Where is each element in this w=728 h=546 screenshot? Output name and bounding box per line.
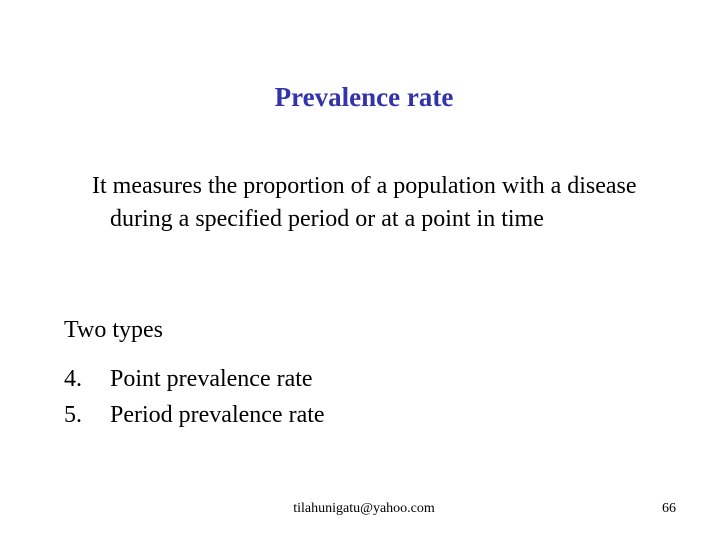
definition-text: It measures the proportion of a populati… — [92, 173, 637, 232]
list-item-label: Point prevalence rate — [110, 366, 313, 392]
list-item: 5. Period prevalence rate — [64, 397, 325, 433]
list-item: 4. Point prevalence rate — [64, 361, 325, 397]
list-item-label: Period prevalence rate — [110, 402, 325, 428]
list-item-number: 5. — [64, 402, 82, 428]
page-number: 66 — [662, 501, 676, 516]
footer-email: tilahunigatu@yahoo.com — [293, 501, 435, 516]
types-list: 4. Point prevalence rate 5. Period preva… — [64, 361, 325, 433]
list-item-number: 4. — [64, 366, 82, 392]
types-heading: Two types — [64, 317, 163, 343]
slide-title: Prevalence rate — [274, 82, 454, 112]
